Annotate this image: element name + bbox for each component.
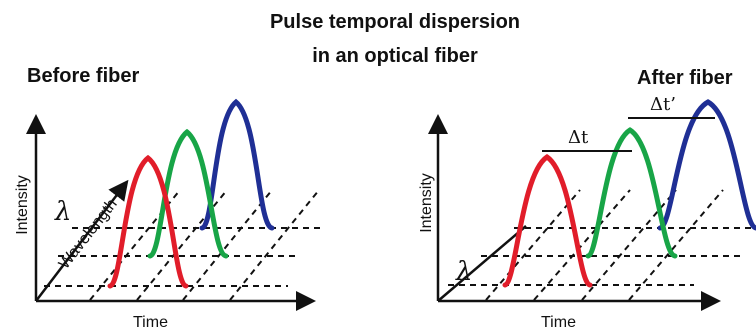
left-grid-diagonal-2: [136, 189, 228, 301]
right-green-pulse: [585, 127, 678, 259]
right-blue-pulse: [657, 99, 756, 231]
left-red-pulse: [107, 154, 189, 289]
delta-t-label: Δt: [568, 127, 589, 148]
left-lambda-label: λ: [54, 197, 71, 227]
left-depth-axis: [35, 179, 129, 302]
main-title-line-1: Pulse temporal dispersion: [270, 11, 520, 33]
right-red-pulse: [502, 154, 593, 288]
left-grid-diagonal-3: [182, 189, 273, 301]
right-grid-diagonal-3: [581, 189, 677, 301]
right-grid-diagonal-4: [628, 189, 724, 301]
before-fiber-title: Before fiber: [27, 65, 139, 87]
after-fiber-panel: After fiber Δt Δt’ Intensity Time λ: [418, 67, 756, 331]
before-fiber-panel: Before fiber Intensity Time Wavelength λ: [14, 65, 322, 331]
right-lambda-label: λ: [455, 257, 472, 287]
left-grid-diagonal-1: [89, 189, 181, 301]
main-title: Pulse temporal dispersion in an optical …: [270, 11, 520, 67]
right-grid-diagonal-2: [533, 189, 631, 301]
right-y-axis-label: Intensity: [418, 173, 435, 233]
right-x-axis-label: Time: [541, 314, 576, 331]
right-grid-diagonal-1: [485, 189, 581, 301]
left-green-pulse: [147, 128, 229, 259]
left-y-axis-label: Intensity: [14, 175, 31, 235]
main-title-line-2: in an optical fiber: [312, 45, 478, 67]
delta-t-prime-label: Δt’: [650, 94, 676, 115]
right-depth-axis: [437, 225, 527, 302]
left-x-axis-label: Time: [133, 314, 168, 331]
left-grid-diagonal-4: [229, 189, 320, 301]
after-fiber-title: After fiber: [637, 67, 733, 89]
